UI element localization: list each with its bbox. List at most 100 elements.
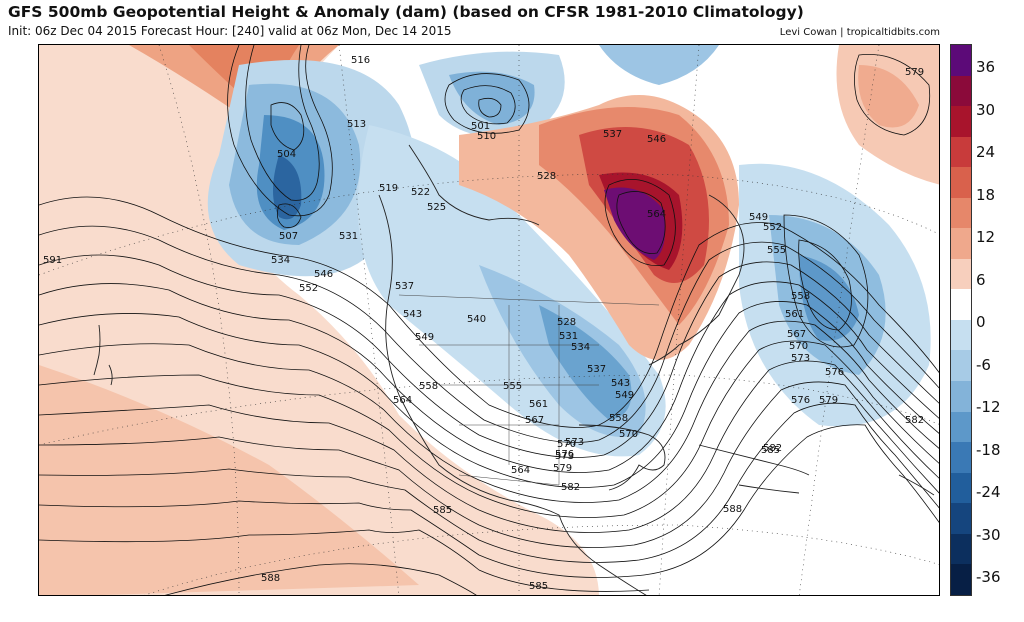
label-513: 513	[347, 119, 366, 130]
label-510: 510	[477, 131, 496, 142]
label-570c: 564	[511, 465, 530, 476]
label-522: 522	[411, 187, 430, 198]
colorbar-segment	[951, 564, 971, 595]
colorbar-tick-label: 30	[976, 100, 996, 119]
label-570: 570	[619, 429, 638, 440]
credit-text: Levi Cowan | tropicaltidbits.com	[779, 27, 940, 38]
colorbar-segment	[951, 197, 971, 229]
label-588c: 585	[529, 581, 548, 592]
lat-lon-grid	[39, 45, 939, 595]
label-567: 567	[525, 415, 544, 426]
label-546b: 546	[647, 134, 666, 145]
colorbar-tick-label: 24	[976, 143, 996, 161]
label-582b: 582	[905, 415, 924, 426]
label-555: 555	[503, 381, 522, 392]
label-561: 561	[529, 399, 548, 410]
colorbar-tick-label: -18	[976, 440, 1001, 459]
label-501: 501	[471, 121, 490, 132]
label-537b: 537	[603, 129, 622, 140]
colorbar-tick-label: -36	[976, 568, 1001, 586]
label-567b: 567	[787, 329, 806, 340]
contour-labels: 516 513 504 507 519 522 525 528 531 534 …	[43, 55, 924, 592]
label-576c: 573	[555, 451, 574, 462]
colorbar-tick-label: 12	[976, 228, 996, 246]
label-528: 528	[537, 171, 556, 182]
label-540: 540	[467, 314, 486, 325]
label-549: 549	[415, 332, 434, 343]
colorbar-segment	[951, 319, 971, 351]
label-588: 588	[261, 573, 280, 584]
colorbar-segment	[951, 472, 971, 504]
label-579: 579	[553, 463, 572, 474]
label-576: 576	[555, 449, 574, 460]
forecast-info: Init: 06z Dec 04 2015 Forecast Hour: [24…	[8, 24, 452, 38]
label-555b: 555	[767, 245, 786, 256]
label-573c: 570	[557, 439, 576, 450]
label-564c: 558	[609, 413, 628, 424]
colorbar-tick-label: 0	[976, 313, 986, 331]
geopotential-map: 516 513 504 507 519 522 525 528 531 534 …	[38, 44, 940, 596]
label-507: 507	[279, 231, 298, 242]
label-570b: 570	[789, 341, 808, 352]
label-549b: 549	[749, 212, 768, 223]
label-531: 531	[339, 231, 358, 242]
colorbar-tick-label: -6	[976, 355, 991, 374]
label-588b: 588	[723, 504, 742, 515]
colorbar-tick-label: 18	[976, 185, 996, 204]
label-579c: 576	[791, 395, 810, 406]
anomaly-shading	[39, 45, 939, 595]
colorbar-segment	[951, 228, 971, 259]
label-564b: 564	[647, 209, 666, 220]
colorbar-segment	[951, 167, 971, 198]
label-573b: 573	[791, 353, 810, 364]
colorbar-segment	[951, 75, 971, 107]
height-contours	[39, 45, 939, 595]
label-534b: 534	[571, 342, 590, 353]
label-537c: 537	[587, 364, 606, 375]
colorbar-segment	[951, 350, 971, 382]
label-552b: 552	[763, 222, 782, 233]
label-531b: 531	[559, 331, 578, 342]
label-564: 564	[393, 395, 412, 406]
label-573: 573	[565, 437, 584, 448]
label-519: 519	[379, 183, 398, 194]
colorbar-segment	[951, 136, 971, 168]
label-582c: 579	[905, 67, 924, 78]
label-579b: 579	[819, 395, 838, 406]
colorbar-tick-label: -30	[976, 525, 1001, 544]
label-558: 558	[419, 381, 438, 392]
colorbar-segment	[951, 503, 971, 534]
label-585c: 582	[763, 443, 782, 454]
colorbar-segment	[951, 442, 971, 473]
label-504: 504	[277, 149, 296, 160]
colorbar-segment	[951, 258, 971, 290]
colorbar-tick-label: 6	[976, 270, 986, 289]
colorbar-segment	[951, 106, 971, 137]
label-534: 534	[271, 255, 290, 266]
borders	[398, 294, 660, 486]
label-585b: 585	[761, 445, 780, 456]
label-543c: 543	[611, 378, 630, 389]
label-546: 546	[314, 269, 333, 280]
colorbar-segment	[951, 289, 971, 320]
colorbar-segment	[951, 533, 971, 565]
label-561b: 561	[785, 309, 804, 320]
colorbar-segment	[951, 381, 971, 412]
label-558b: 558	[791, 291, 810, 302]
label-528b: 528	[557, 317, 576, 328]
coastlines	[93, 144, 935, 595]
anomaly-colorbar	[950, 44, 972, 596]
label-582: 582	[561, 482, 580, 493]
label-525: 525	[427, 202, 446, 213]
label-576b: 576	[825, 367, 844, 378]
map-canvas: 516 513 504 507 519 522 525 528 531 534 …	[39, 45, 939, 595]
chart-title: GFS 500mb Geopotential Height & Anomaly …	[8, 3, 804, 21]
label-516: 516	[351, 55, 370, 66]
label-549c: 549	[615, 390, 634, 401]
colorbar-segment	[951, 45, 971, 76]
label-543: 543	[403, 309, 422, 320]
colorbar-segment	[951, 411, 971, 443]
label-591: 591	[43, 255, 62, 266]
colorbar-tick-label: -12	[976, 398, 1001, 416]
label-552: 552	[299, 283, 318, 294]
